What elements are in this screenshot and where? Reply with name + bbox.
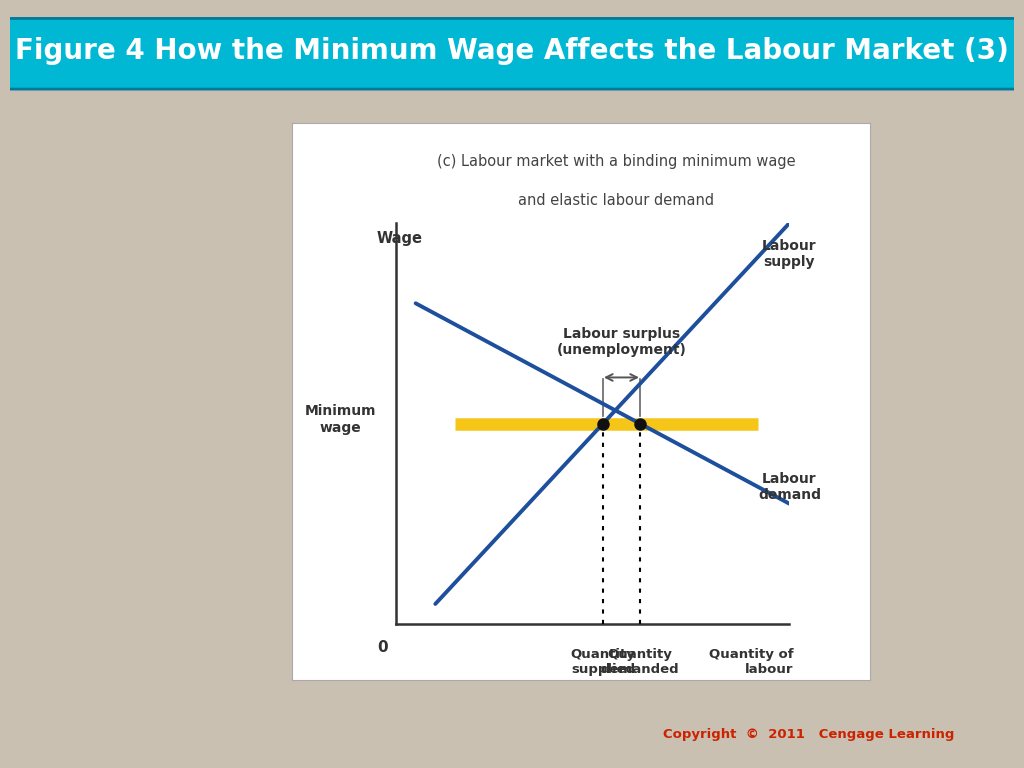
Text: Quantity
demanded: Quantity demanded bbox=[601, 648, 679, 676]
Text: (c) Labour market with a binding minimum wage: (c) Labour market with a binding minimum… bbox=[436, 154, 796, 170]
Text: Quantity of
labour: Quantity of labour bbox=[709, 648, 794, 676]
Text: Quantity
supplied: Quantity supplied bbox=[570, 648, 636, 676]
Text: Wage: Wage bbox=[376, 231, 422, 246]
Text: 0: 0 bbox=[377, 640, 387, 655]
Text: Copyright  ©  2011   Cengage Learning: Copyright © 2011 Cengage Learning bbox=[664, 728, 954, 741]
FancyBboxPatch shape bbox=[0, 18, 1024, 89]
Text: Minimum
wage: Minimum wage bbox=[305, 405, 376, 435]
Text: Figure 4 How the Minimum Wage Affects the Labour Market (3): Figure 4 How the Minimum Wage Affects th… bbox=[15, 37, 1009, 65]
Text: Labour
supply: Labour supply bbox=[762, 239, 816, 270]
Text: Labour surplus
(unemployment): Labour surplus (unemployment) bbox=[556, 327, 686, 357]
Text: Labour
demand: Labour demand bbox=[758, 472, 821, 502]
Text: and elastic labour demand: and elastic labour demand bbox=[518, 194, 714, 208]
